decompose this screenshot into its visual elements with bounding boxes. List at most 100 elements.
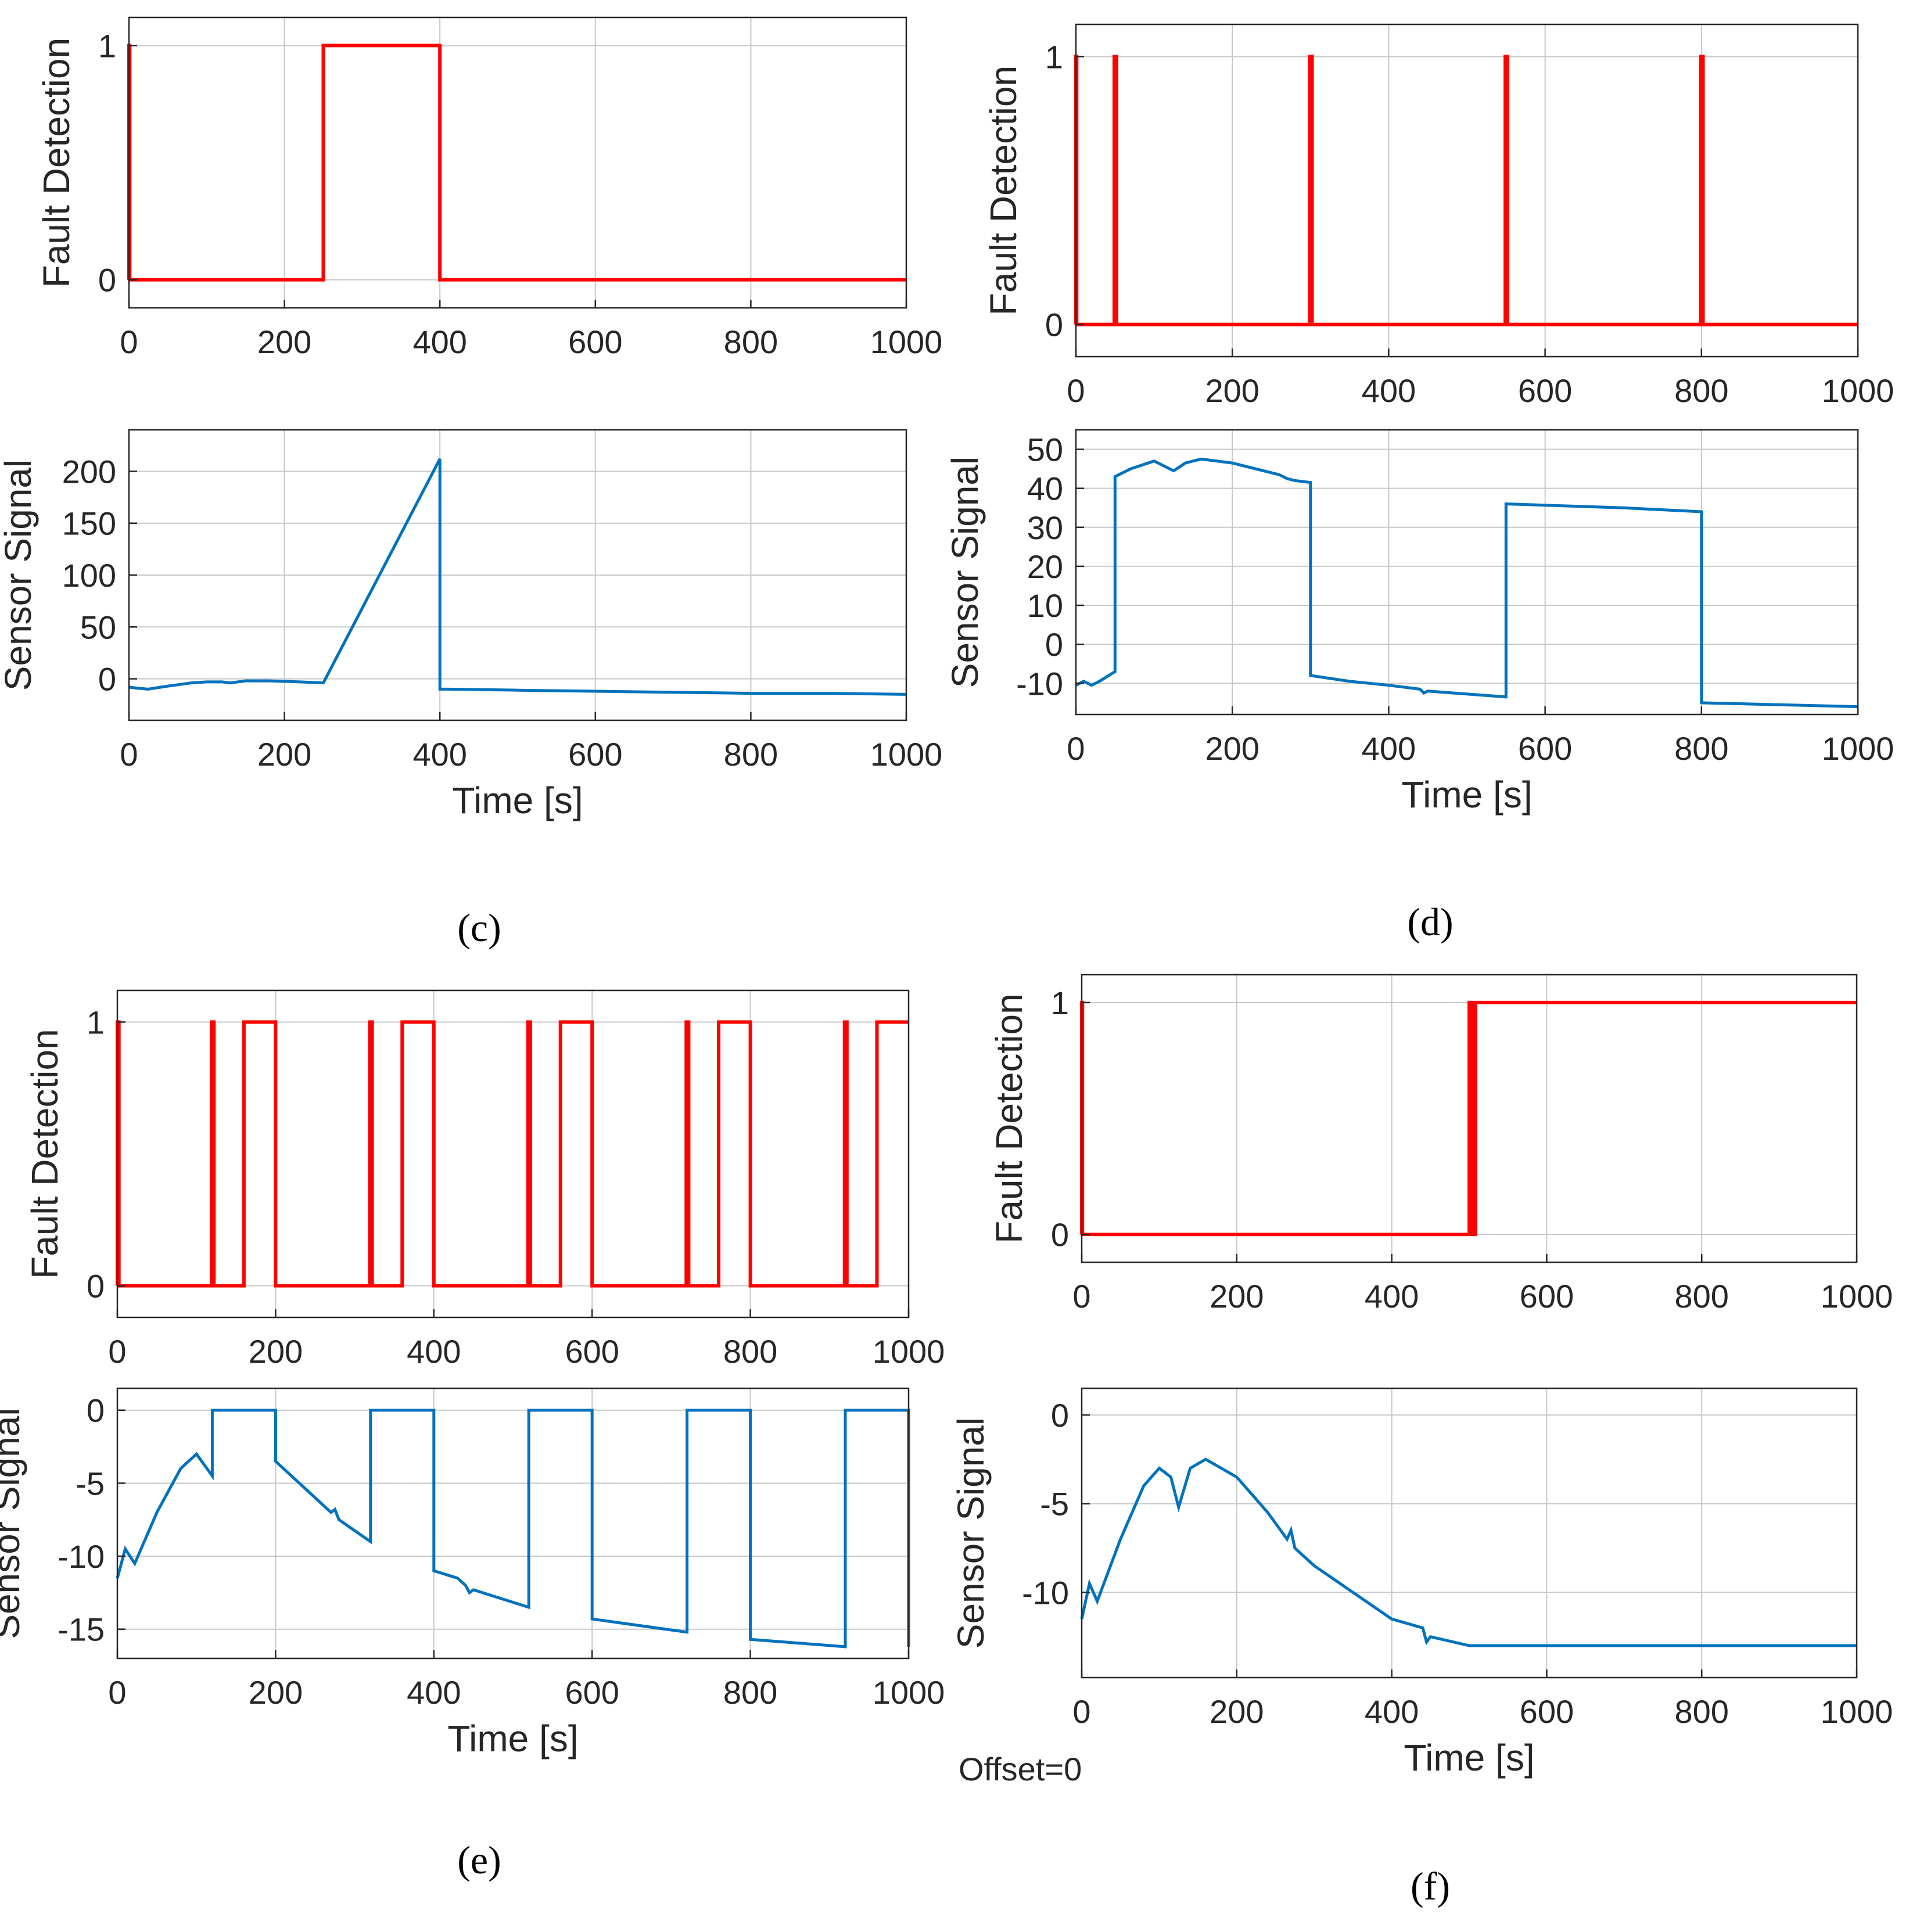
plot-area-e-top <box>117 990 909 1317</box>
x-tick-label-f-bottom: 600 <box>1520 1693 1574 1730</box>
plot-area-d-bottom <box>1076 430 1858 714</box>
x-tick-label-e-top: 0 <box>108 1333 126 1370</box>
x-tick-label-c-top: 1000 <box>870 324 943 360</box>
series-line-c-bottom-sensor <box>128 458 907 696</box>
panel-label-d: (d) <box>1407 900 1453 944</box>
x-tick-label-d-bottom: 600 <box>1518 730 1572 767</box>
x-tick-label-d-top: 0 <box>1067 372 1085 409</box>
y-tick-label-e-bottom: -15 <box>58 1611 105 1648</box>
axes-frame-d-top <box>1075 23 1859 358</box>
x-tick-label-e-top: 600 <box>565 1333 619 1370</box>
panel-d-fault-plot: 0 200 400 600 800 1000 0 1 Fault Detection <box>982 23 1894 409</box>
offset-note: Offset=0 <box>959 1751 1082 1787</box>
y-tick-label-c-top: 1 <box>98 27 116 64</box>
x-tick-label-c-bottom: 600 <box>568 736 622 773</box>
y-tick-label-d-bottom: 50 <box>1027 432 1063 468</box>
series-line-e-top-fault <box>116 1020 909 1288</box>
x-tick-label-f-top: 400 <box>1365 1278 1419 1315</box>
x-tick-label-e-bottom: 0 <box>108 1674 126 1711</box>
x-tick-label-d-bottom: 1000 <box>1822 730 1894 767</box>
x-tick-label-e-top: 200 <box>249 1333 303 1370</box>
y-tick-label-c-bottom: 50 <box>80 609 116 645</box>
y-tick-label-d-bottom: 0 <box>1045 626 1063 663</box>
y-tick-label-f-bottom: -10 <box>1022 1574 1069 1611</box>
y-axis-label-f-bottom: Sensor Signal <box>950 1417 992 1649</box>
plot-area-f-bottom <box>1082 1388 1857 1678</box>
x-tick-label-d-bottom: 200 <box>1205 730 1259 767</box>
y-tick-label-c-top: 0 <box>98 262 116 299</box>
y-tick-label-d-top: 0 <box>1045 307 1063 343</box>
x-tick-label-e-bottom: 400 <box>407 1674 461 1711</box>
x-tick-label-c-top: 400 <box>412 324 467 360</box>
x-tick-label-d-top: 1000 <box>1822 372 1894 409</box>
x-tick-label-e-bottom: 1000 <box>873 1674 945 1711</box>
x-tick-label-f-bottom: 1000 <box>1821 1693 1893 1730</box>
series-line-d-bottom-sensor <box>1075 457 1858 709</box>
x-tick-label-c-top: 0 <box>120 324 138 360</box>
panel-label-f: (f) <box>1411 1864 1450 1908</box>
panel-c-fault-plot: 0 200 400 600 800 1000 0 1 Fault Detection <box>35 16 943 360</box>
plot-area-e-bottom <box>117 1388 909 1658</box>
series-line-d-top-fault <box>1074 55 1858 326</box>
x-tick-label-d-top: 400 <box>1362 372 1416 409</box>
plot-area-c-top <box>129 17 906 308</box>
panel-label-c: (c) <box>457 906 501 950</box>
y-tick-label-c-bottom: 0 <box>98 661 116 698</box>
y-tick-label-c-bottom: 200 <box>62 453 116 490</box>
y-tick-label-d-bottom: 30 <box>1027 509 1063 546</box>
x-tick-label-e-top: 1000 <box>873 1333 945 1370</box>
x-axis-label-c-bottom: Time [s] <box>452 780 583 821</box>
y-axis-label-c-bottom: Sensor Signal <box>0 459 39 691</box>
x-tick-label-f-top: 1000 <box>1821 1278 1893 1315</box>
y-tick-label-f-top: 1 <box>1051 985 1069 1021</box>
x-tick-label-c-bottom: 800 <box>724 736 778 773</box>
x-axis-label-f-bottom: Time [s] <box>1404 1737 1534 1779</box>
panel-c-sensor-plot: 0 200 400 600 800 1000 0 50 100 150 200 Sensor Sign… <box>0 429 942 821</box>
x-axis-label-e-bottom: Time [s] <box>447 1718 578 1759</box>
y-tick-label-e-top: 1 <box>87 1004 105 1040</box>
x-axis-label-d-bottom: Time [s] <box>1401 774 1532 816</box>
x-tick-label-d-bottom: 0 <box>1067 730 1085 767</box>
x-tick-label-e-bottom: 200 <box>249 1674 303 1711</box>
x-tick-label-f-top: 200 <box>1210 1278 1264 1315</box>
x-tick-label-f-bottom: 400 <box>1365 1693 1419 1730</box>
y-tick-label-e-top: 0 <box>87 1268 105 1305</box>
series-line-f-top-fault <box>1080 1000 1857 1237</box>
x-tick-label-d-top: 800 <box>1674 372 1728 409</box>
x-tick-label-e-top: 400 <box>407 1333 461 1370</box>
y-tick-label-f-top: 0 <box>1051 1216 1069 1253</box>
x-tick-label-d-bottom: 800 <box>1674 730 1728 767</box>
x-tick-label-f-top: 800 <box>1674 1278 1728 1315</box>
y-tick-label-d-bottom: 20 <box>1027 548 1063 585</box>
axes-frame-f-bottom <box>1081 1387 1858 1679</box>
y-axis-label-e-bottom: Sensor Signal <box>0 1407 27 1639</box>
y-tick-label-d-top: 1 <box>1045 38 1063 75</box>
series-line-e-bottom-sensor <box>116 1409 910 1649</box>
axes-frame-c-top <box>128 16 907 309</box>
y-axis-label-f-top: Fault Detection <box>988 993 1030 1243</box>
x-tick-label-e-bottom: 600 <box>565 1674 619 1711</box>
x-tick-label-e-bottom: 800 <box>723 1674 777 1711</box>
panel-f-fault-plot: 0 200 400 600 800 1000 0 1 Fault Detection <box>988 974 1893 1315</box>
x-tick-label-f-bottom: 800 <box>1674 1693 1728 1730</box>
x-tick-label-f-bottom: 200 <box>1210 1693 1264 1730</box>
x-tick-label-d-top: 600 <box>1518 372 1572 409</box>
panel-e-sensor-plot: 0 200 400 600 800 1000 -15 -10 -5 0 Sensor Signal T… <box>0 1387 945 1759</box>
y-axis-label-e-top: Fault Detection <box>24 1029 66 1279</box>
x-tick-label-c-top: 200 <box>257 324 311 360</box>
y-axis-label-d-bottom: Sensor Signal <box>944 457 986 688</box>
x-tick-label-c-top: 800 <box>724 324 778 360</box>
y-tick-label-f-bottom: -5 <box>1040 1486 1069 1522</box>
x-tick-label-c-top: 600 <box>568 324 622 360</box>
axes-frame-f-top <box>1081 974 1858 1263</box>
y-axis-label-c-top: Fault Detection <box>35 38 77 288</box>
axes-frame-d-bottom <box>1075 429 1859 716</box>
x-tick-label-d-bottom: 400 <box>1362 730 1416 767</box>
x-tick-label-c-bottom: 200 <box>257 736 311 773</box>
axes-frame-e-bottom <box>116 1387 910 1660</box>
y-tick-label-d-bottom: -10 <box>1016 665 1063 702</box>
panel-f-sensor-plot: 0 200 400 600 800 1000 -10 -5 0 Sensor Signal Time… <box>950 1387 1893 1779</box>
y-tick-label-d-bottom: 40 <box>1027 471 1063 507</box>
